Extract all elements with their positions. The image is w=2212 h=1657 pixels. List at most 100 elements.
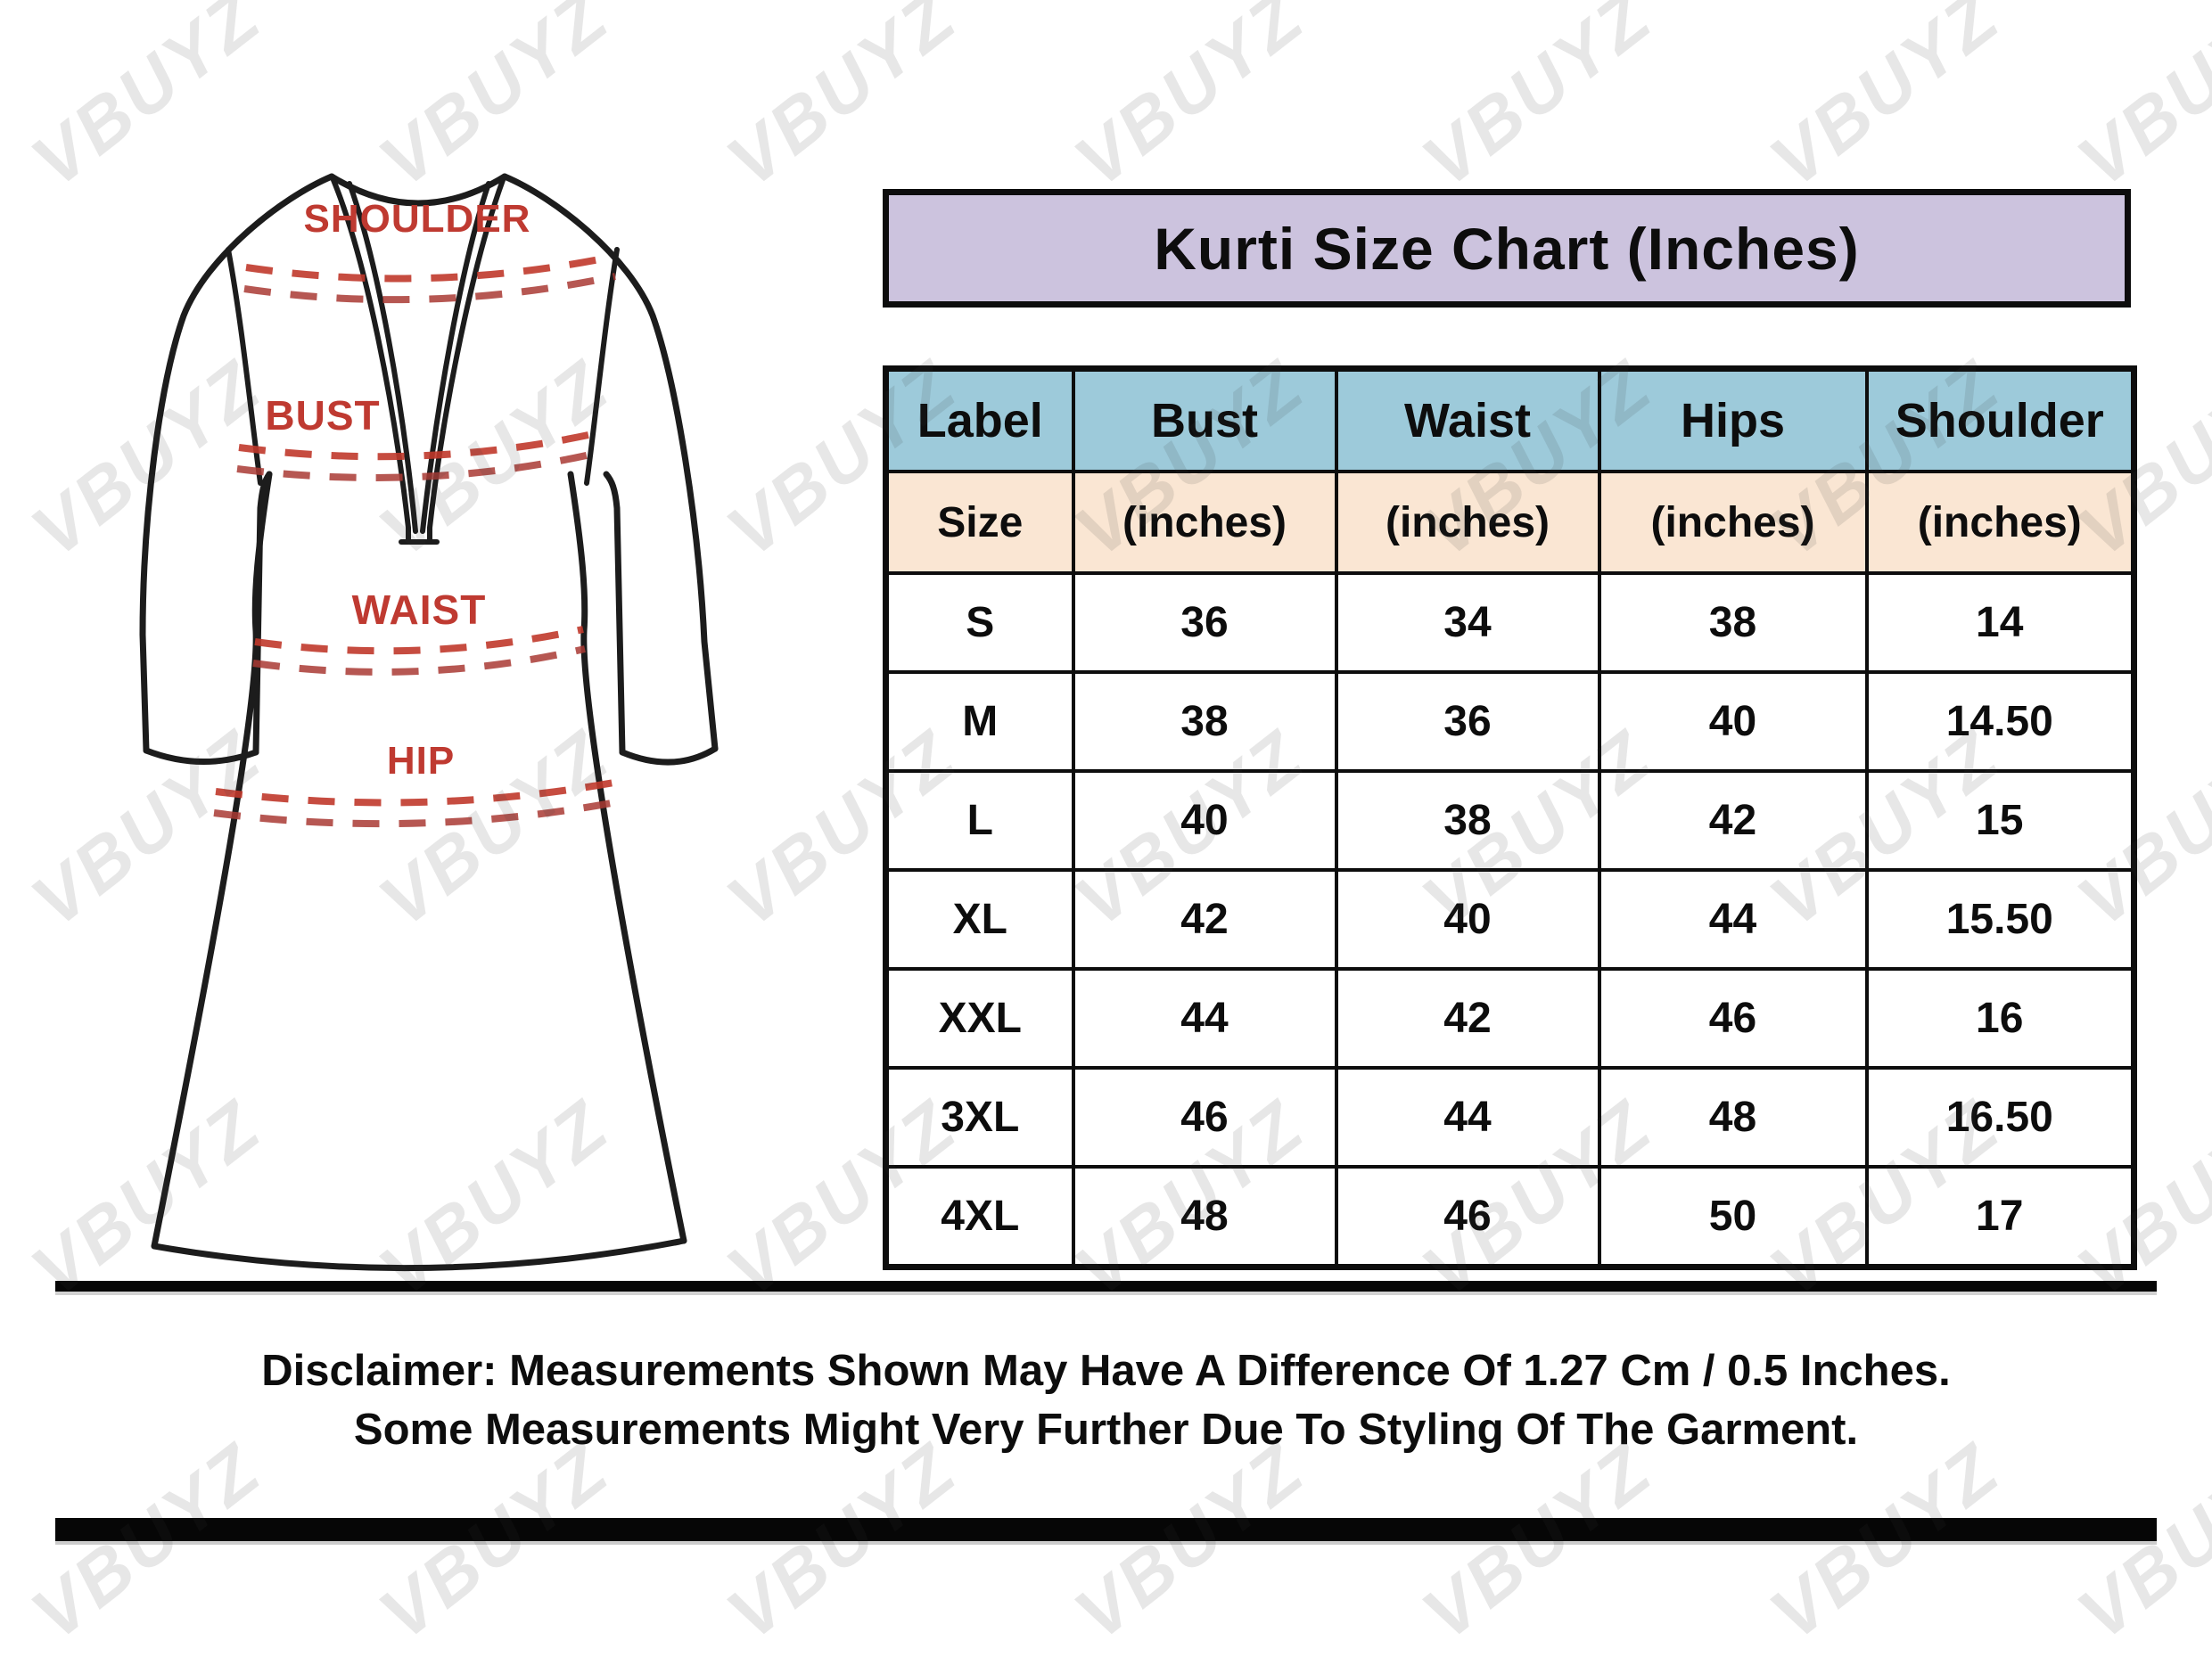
left-sleeve-outer [139, 173, 335, 754]
table-header-row: Label Bust Waist Hips Shoulder [884, 366, 2136, 473]
hem-path [151, 1237, 687, 1272]
table-row: 3XL 46 44 48 16.50 [884, 1066, 2136, 1169]
hips-cell: 48 [1597, 1066, 1869, 1169]
shoulder-dash-line [245, 253, 614, 283]
size-table: Label Bust Waist Hips Shoulder Size (inc… [883, 365, 2137, 1270]
size-cell: XL [884, 868, 1075, 971]
table-row: XL 42 40 44 15.50 [884, 868, 2136, 971]
waist-dash-line [254, 626, 584, 655]
waist-label: WAIST [352, 587, 487, 633]
shoulder-cell: 14 [1864, 571, 2136, 674]
waist-cell: 34 [1334, 571, 1601, 674]
waist-cell: 36 [1334, 670, 1601, 773]
subheader-inches: (inches) [1864, 470, 2136, 575]
watermark-text: VBUYZ [1756, 1428, 2016, 1656]
subheader-inches: (inches) [1071, 470, 1338, 575]
watermark-text: VBUYZ [712, 1428, 973, 1656]
watermark-text: VBUYZ [1756, 0, 2016, 203]
placket-left-inner [347, 181, 418, 534]
bust-label: BUST [265, 392, 380, 439]
hips-cell: 42 [1597, 769, 1869, 872]
shoulder-cell: 14.50 [1864, 670, 2136, 773]
right-cuff [619, 745, 719, 766]
size-cell: XXL [884, 967, 1075, 1070]
right-sleeve-outer [501, 173, 719, 752]
bust-cell: 38 [1071, 670, 1338, 773]
shoulder-label: SHOULDER [304, 197, 531, 241]
table-row: XXL 44 42 46 16 [884, 967, 2136, 1070]
hip-label: HIP [387, 739, 455, 783]
table-row: M 38 36 40 14.50 [884, 670, 2136, 773]
kurti-diagram: SHOULDER BUST WAIST HIP [71, 125, 776, 1301]
column-header-shoulder: Shoulder [1864, 366, 2136, 473]
left-cuff [143, 747, 259, 765]
size-cell: M [884, 670, 1075, 773]
bust-cell: 40 [1071, 769, 1338, 872]
left-armhole-seam [226, 247, 263, 486]
bust-cell: 36 [1071, 571, 1338, 674]
disclaimer-line-1: Disclaimer: Measurements Shown May Have … [261, 1347, 1951, 1395]
table-row: S 36 34 38 14 [884, 571, 2136, 674]
shoulder-dash-line [243, 273, 616, 304]
waist-cell: 42 [1334, 967, 1601, 1070]
watermark-text: VBUYZ [365, 1428, 625, 1656]
placket-right-outer [427, 177, 506, 543]
chart-title-bar: Kurti Size Chart (Inches) [883, 189, 2131, 308]
hips-cell: 44 [1597, 868, 1869, 971]
hip-dash-line [215, 777, 625, 807]
column-header-waist: Waist [1334, 366, 1601, 473]
waist-dash-line [252, 645, 586, 676]
table-subheader-row: Size (inches) (inches) (inches) (inches) [884, 470, 2136, 575]
disclaimer: Disclaimer: Measurements Shown May Have … [55, 1341, 2157, 1459]
bust-dash-line [238, 431, 589, 461]
watermark-text: VBUYZ [1408, 0, 1668, 203]
placket-left-outer [331, 177, 411, 543]
waist-cell: 44 [1334, 1066, 1601, 1169]
subheader-size: Size [884, 470, 1075, 575]
right-armhole-seam [584, 247, 620, 486]
table-row: 4XL 48 46 50 17 [884, 1165, 2136, 1269]
subheader-inches: (inches) [1597, 470, 1869, 575]
bust-dash-line [236, 451, 591, 481]
shoulder-cell: 16 [1864, 967, 2136, 1070]
size-cell: L [884, 769, 1075, 872]
divider-rule-top [55, 1281, 2157, 1292]
watermark-text: VBUYZ [1060, 1428, 1320, 1656]
shoulder-cell: 16.50 [1864, 1066, 2136, 1169]
watermark-text: VBUYZ [17, 1428, 277, 1656]
hip-dash-line [213, 797, 627, 828]
watermark-text: VBUYZ [2063, 0, 2212, 203]
waist-cell: 38 [1334, 769, 1601, 872]
shoulder-cell: 15.50 [1864, 868, 2136, 971]
hips-cell: 46 [1597, 967, 1869, 1070]
size-cell: 4XL [884, 1165, 1075, 1269]
watermark-text: VBUYZ [1408, 1428, 1668, 1656]
bust-cell: 44 [1071, 967, 1338, 1070]
disclaimer-line-2: Some Measurements Might Very Further Due… [353, 1406, 1859, 1454]
table-row: L 40 38 42 15 [884, 769, 2136, 872]
hips-cell: 38 [1597, 571, 1869, 674]
divider-rule-bottom [55, 1518, 2157, 1541]
right-body-seam [567, 471, 687, 1244]
watermark-text: VBUYZ [2063, 1428, 2212, 1656]
hips-cell: 50 [1597, 1165, 1869, 1269]
waist-cell: 40 [1334, 868, 1601, 971]
watermark-text: VBUYZ [1060, 0, 1320, 203]
size-cell: S [884, 571, 1075, 674]
size-cell: 3XL [884, 1066, 1075, 1169]
bust-cell: 42 [1071, 868, 1338, 971]
bust-cell: 48 [1071, 1165, 1338, 1269]
hips-cell: 40 [1597, 670, 1869, 773]
left-body-seam [151, 471, 273, 1250]
subheader-inches: (inches) [1334, 470, 1601, 575]
bust-cell: 46 [1071, 1066, 1338, 1169]
kurti-illustration: SHOULDER BUST WAIST HIP [139, 173, 719, 1272]
waist-cell: 46 [1334, 1165, 1601, 1269]
shoulder-cell: 15 [1864, 769, 2136, 872]
chart-title: Kurti Size Chart (Inches) [1154, 215, 1860, 282]
right-sleeve-inner [603, 471, 626, 756]
shoulder-cell: 17 [1864, 1165, 2136, 1269]
column-header-bust: Bust [1071, 366, 1338, 473]
column-header-label: Label [884, 366, 1075, 473]
